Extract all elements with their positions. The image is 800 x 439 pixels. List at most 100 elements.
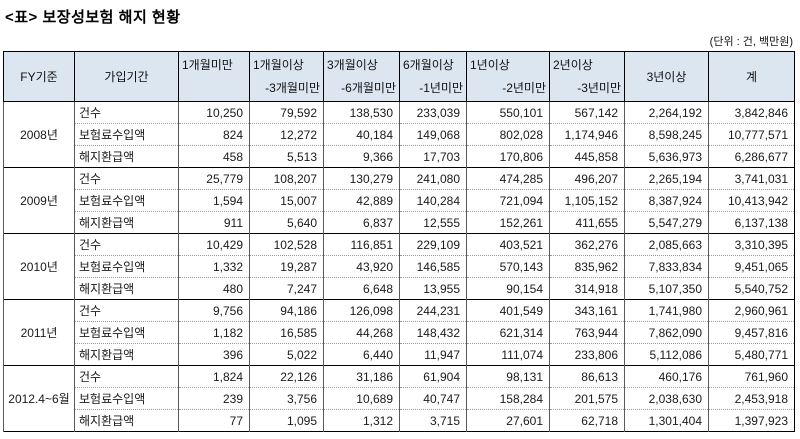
- value-cell: 1,397,923: [708, 409, 795, 432]
- value-cell: 138,530: [323, 101, 400, 124]
- value-cell: 94,186: [249, 299, 324, 322]
- row-label: 보험료수입액: [74, 387, 179, 410]
- row-label: 해지환급액: [74, 343, 179, 366]
- value-cell: 911: [178, 211, 250, 234]
- table-row: 보험료수입액 824 12,272 40,184 149,068 802,028 1,174…: [4, 123, 795, 146]
- value-cell: 12,555: [399, 211, 467, 234]
- column-header-duration: 3개월이상 -6개월미만: [323, 51, 400, 102]
- value-cell: 31,186: [323, 365, 400, 388]
- value-cell: 2,960,961: [708, 299, 795, 322]
- table-row: 해지환급액 480 7,247 6,648 13,955 90,154 314,918 5,1…: [4, 277, 795, 300]
- value-cell: 5,636,973: [624, 145, 709, 168]
- value-cell: 1,824: [178, 365, 250, 388]
- value-cell: 761,960: [708, 365, 795, 388]
- value-cell: 90,154: [466, 277, 550, 300]
- value-cell: 802,028: [466, 123, 550, 146]
- value-cell: 27,601: [466, 409, 550, 432]
- value-cell: 148,432: [399, 321, 467, 344]
- termination-status-table: FY기준 가입기간 1개월미만 1개월이상 -3개월미만 3개월이상 -6개월미만 6개월…: [3, 51, 795, 432]
- value-cell: 140,284: [399, 189, 467, 212]
- header-line1: 1개월미만: [182, 58, 233, 72]
- value-cell: 9,366: [323, 145, 400, 168]
- row-label: 보험료수입액: [74, 255, 179, 278]
- column-header-duration: 2년이상 -3년미만: [549, 51, 625, 102]
- value-cell: 40,184: [323, 123, 400, 146]
- value-cell: 8,598,245: [624, 123, 709, 146]
- value-cell: 401,549: [466, 299, 550, 322]
- table-row: 2010년 건수 10,429 102,528 116,851 229,109 403,52…: [3, 233, 795, 300]
- value-cell: 77: [178, 409, 250, 432]
- value-cell: 15,007: [249, 189, 324, 212]
- value-cell: 6,440: [323, 343, 400, 366]
- header-line1: 6개월이상: [403, 58, 454, 72]
- value-cell: 146,585: [399, 255, 467, 278]
- column-header-duration: 3년이상: [624, 51, 709, 102]
- value-cell: 2,453,918: [708, 387, 795, 410]
- value-cell: 22,126: [249, 365, 324, 388]
- value-cell: 550,101: [466, 101, 550, 124]
- value-cell: 19,287: [249, 255, 324, 278]
- row-label: 해지환급액: [74, 409, 179, 432]
- value-cell: 116,851: [323, 233, 400, 256]
- value-cell: 474,285: [466, 167, 550, 190]
- column-header-duration: 1개월이상 -3개월미만: [249, 51, 324, 102]
- value-cell: 1,741,980: [624, 299, 709, 322]
- value-cell: 1,332: [178, 255, 250, 278]
- row-label: 보험료수입액: [74, 189, 179, 212]
- value-cell: 411,655: [549, 211, 625, 234]
- value-cell: 2,085,663: [624, 233, 709, 256]
- unit-note: (단위 : 건, 백만원): [709, 36, 793, 48]
- column-header-duration: 6개월이상 -1년미만: [399, 51, 467, 102]
- value-cell: 721,094: [466, 189, 550, 212]
- value-cell: 5,022: [249, 343, 324, 366]
- value-cell: 460,176: [624, 365, 709, 388]
- header-line2: -3년미만: [577, 81, 621, 95]
- value-cell: 343,161: [549, 299, 625, 322]
- value-cell: 8,387,924: [624, 189, 709, 212]
- header-line1: 3개월이상: [327, 58, 378, 72]
- value-cell: 244,231: [399, 299, 467, 322]
- value-cell: 1,105,152: [549, 189, 625, 212]
- table-row: 보험료수입액 1,182 16,585 44,268 148,432 621,314 763…: [4, 321, 795, 344]
- table-row: 해지환급액 911 5,640 6,837 12,555 152,261 411,655 5,…: [4, 211, 795, 234]
- value-cell: 570,143: [466, 255, 550, 278]
- value-cell: 396: [178, 343, 250, 366]
- header-line1: 2년이상: [553, 58, 593, 72]
- value-cell: 229,109: [399, 233, 467, 256]
- table-row: 보험료수입액 1,594 15,007 42,889 140,284 721,094 1,1…: [4, 189, 795, 212]
- value-cell: 7,247: [249, 277, 324, 300]
- value-cell: 5,547,279: [624, 211, 709, 234]
- value-cell: 496,207: [549, 167, 625, 190]
- table-row: 보험료수입액 239 3,756 10,689 40,747 158,284 201,575…: [4, 387, 795, 410]
- header-line2: -3개월미만: [265, 81, 320, 95]
- year-cell: 2010년: [3, 233, 75, 300]
- value-cell: 9,457,816: [708, 321, 795, 344]
- value-cell: 9,756: [178, 299, 250, 322]
- value-cell: 239: [178, 387, 250, 410]
- value-cell: 17,703: [399, 145, 467, 168]
- value-cell: 62,718: [549, 409, 625, 432]
- value-cell: 1,174,946: [549, 123, 625, 146]
- table-row: 2009년 건수 25,779 108,207 130,279 241,080 474,28…: [3, 167, 795, 234]
- value-cell: 11,947: [399, 343, 467, 366]
- table-row: 해지환급액 458 5,513 9,366 17,703 170,806 445,858 5,…: [4, 145, 795, 168]
- value-cell: 10,689: [323, 387, 400, 410]
- row-label: 해지환급액: [74, 277, 179, 300]
- value-cell: 98,131: [466, 365, 550, 388]
- value-cell: 2,264,192: [624, 101, 709, 124]
- value-cell: 314,918: [549, 277, 625, 300]
- table-row: 해지환급액 396 5,022 6,440 11,947 111,074 233,806 5,…: [4, 343, 795, 366]
- value-cell: 480: [178, 277, 250, 300]
- table-row: 2011년 건수 9,756 94,186 126,098 244,231 401,549 3…: [3, 299, 795, 366]
- row-label: 해지환급액: [74, 145, 179, 168]
- value-cell: 152,261: [466, 211, 550, 234]
- table-header: FY기준 가입기간 1개월미만 1개월이상 -3개월미만 3개월이상 -6개월미만 6개월…: [3, 51, 795, 102]
- value-cell: 5,540,752: [708, 277, 795, 300]
- value-cell: 7,862,090: [624, 321, 709, 344]
- column-header-duration: 계: [708, 51, 795, 102]
- value-cell: 2,265,194: [624, 167, 709, 190]
- year-cell: 2008년: [3, 101, 75, 168]
- row-label: 건수: [74, 101, 179, 124]
- row-label: 건수: [74, 233, 179, 256]
- value-cell: 40,747: [399, 387, 467, 410]
